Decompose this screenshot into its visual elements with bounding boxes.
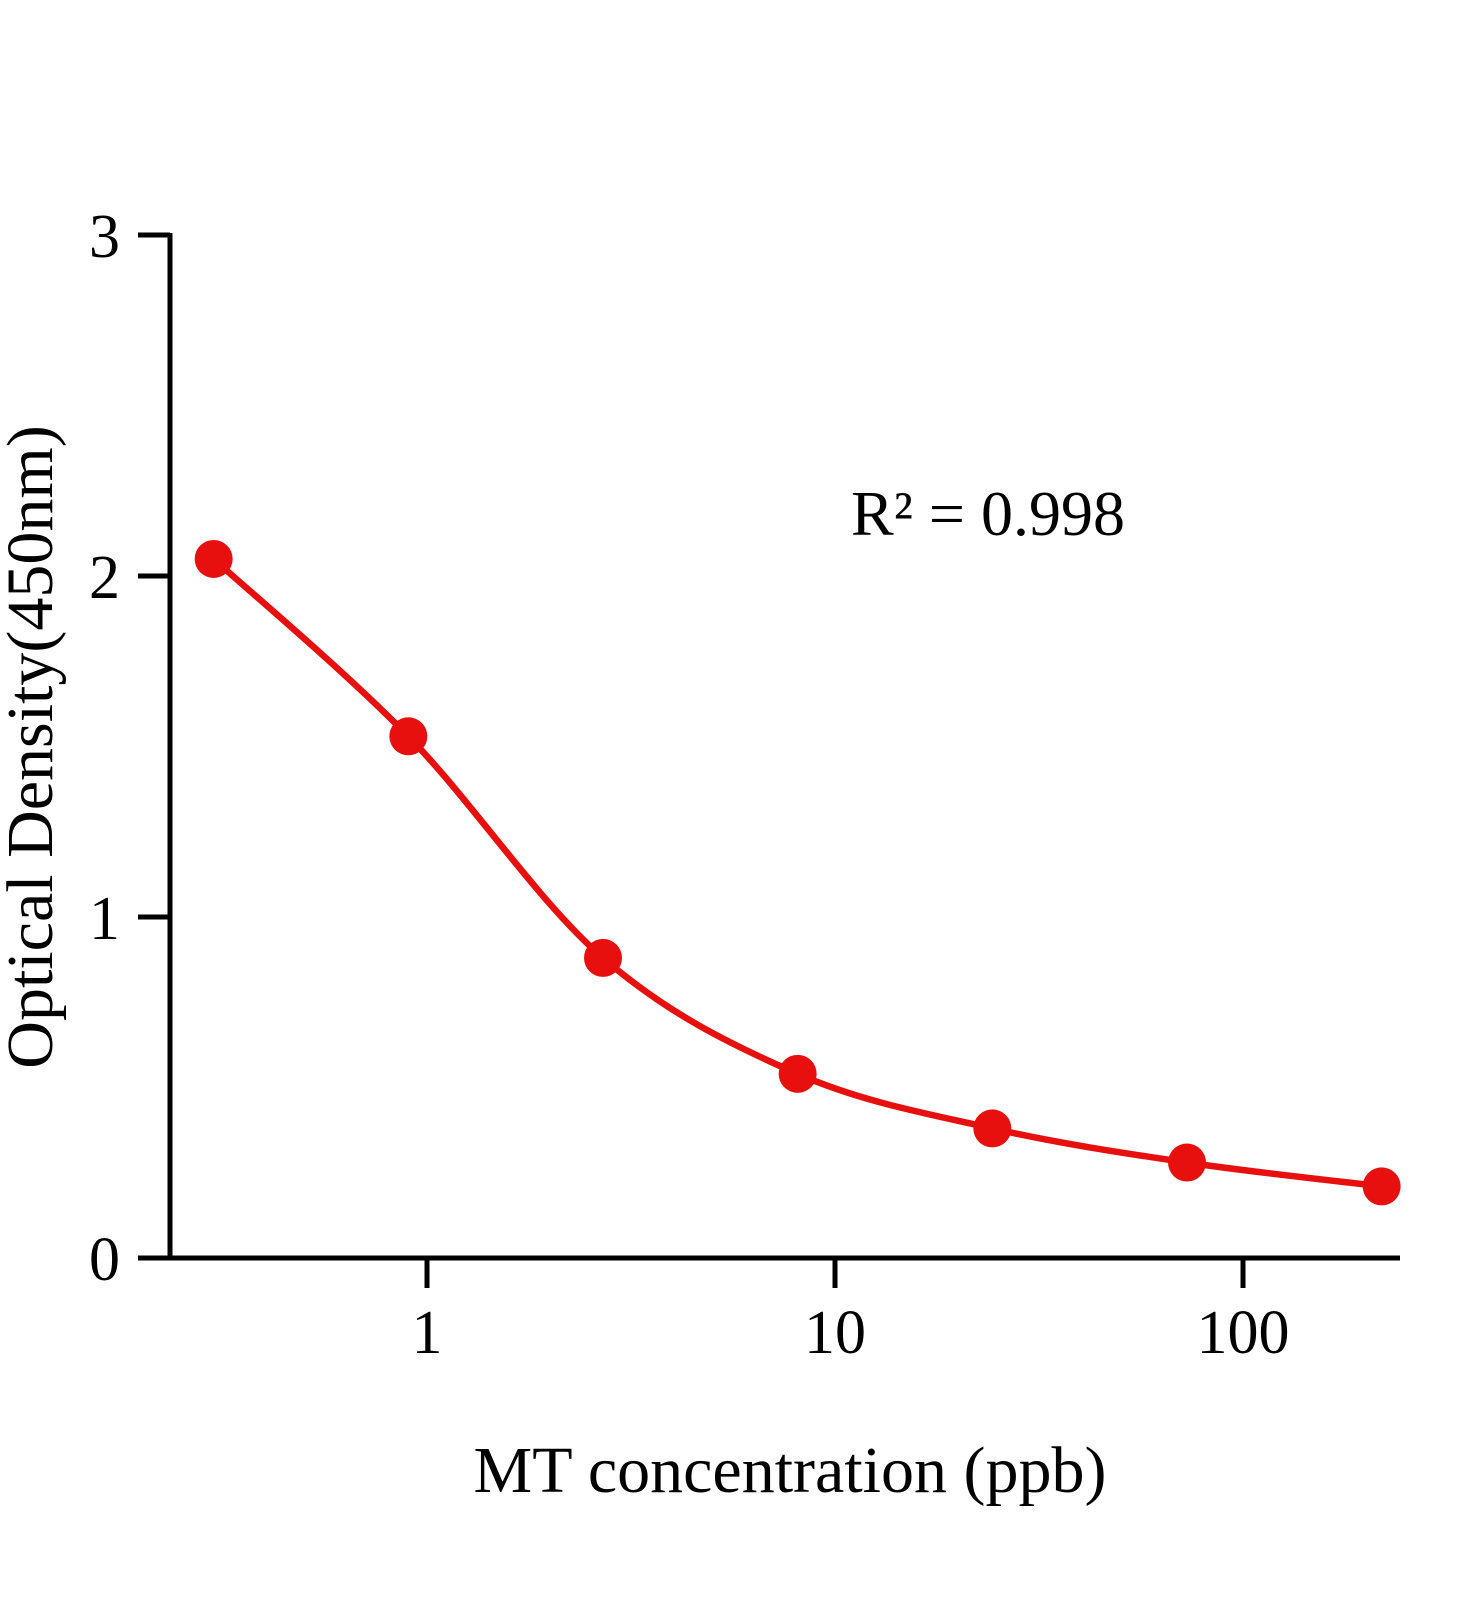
y-tick-label: 0 [89,1226,120,1294]
data-point [973,1109,1012,1148]
r-squared-annotation: R² = 0.998 [851,478,1125,549]
data-point [194,539,233,578]
data-point [583,938,622,977]
y-tick-label: 3 [89,203,120,271]
data-point [1362,1167,1401,1206]
x-tick-label: 100 [1197,1299,1290,1367]
y-tick-label: 1 [89,885,120,953]
y-tick-label: 2 [89,544,120,612]
data-point [1167,1143,1206,1182]
x-tick-label: 1 [412,1299,443,1367]
x-tick-label: 10 [804,1299,866,1367]
y-axis-title: Optical Density(450nm) [0,425,67,1068]
x-axis-title: MT concentration (ppb) [474,1434,1107,1507]
data-point [389,717,428,756]
data-point [778,1054,817,1093]
